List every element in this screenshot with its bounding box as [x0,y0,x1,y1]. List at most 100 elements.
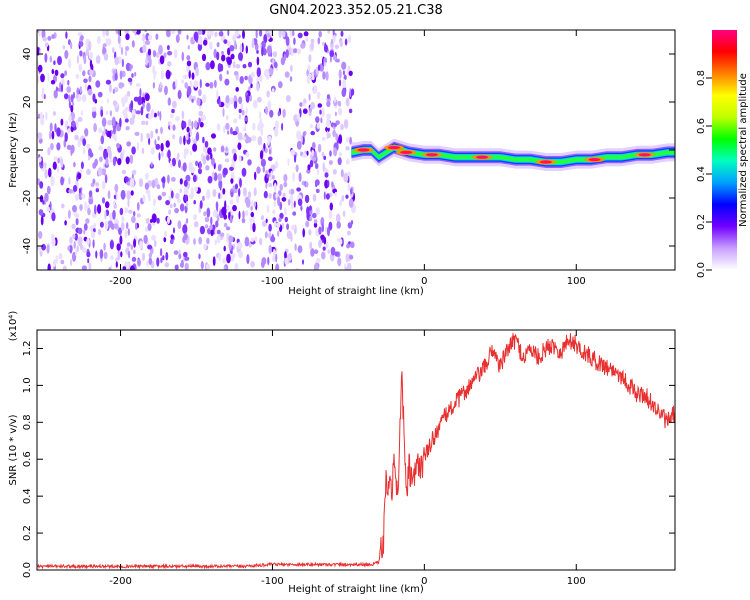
noise-cell [226,253,231,264]
noise-cell [300,205,303,212]
noise-cell [127,198,130,208]
noise-cell [166,30,171,38]
noise-cell [150,162,153,168]
noise-cell [346,262,352,270]
noise-cell [115,261,118,268]
noise-cell [304,194,310,204]
y-tick-label: -40 [22,238,33,254]
noise-cell [184,205,188,214]
noise-cell [131,256,137,262]
noise-cell [313,151,317,158]
snr-frame [36,329,676,571]
noise-cell [127,228,130,236]
noise-cell [113,194,116,200]
noise-cell [129,177,134,188]
noise-cell [198,236,203,245]
signal-hotspot [400,150,413,154]
noise-cell [232,188,238,194]
noise-cell [169,238,174,245]
signal-track [351,138,675,171]
noise-cell [66,86,72,93]
noise-cell [284,216,288,223]
noise-cell [177,89,182,100]
noise-cell [338,134,343,145]
noise-cell [119,117,122,128]
noise-cell [70,94,74,103]
noise-cell [223,125,226,134]
colorbar-label: Normalized spectral amplitude [738,73,749,227]
noise-cell [148,57,152,68]
noise-cell [107,119,113,126]
noise-cell [70,105,74,113]
noise-cell [292,30,295,37]
colorbar-tick-label: 0.8 [696,70,707,86]
noise-cell [325,193,330,200]
noise-cell [316,257,321,264]
noise-cell [254,236,258,242]
colorbar: 0.0 0.2 0.4 0.6 0.8 Normalized spectral ampl… [696,30,749,278]
y-tick-label: 0.0 [22,562,33,578]
noise-cell [174,207,180,214]
noise-cell [216,229,221,235]
noise-cell [336,221,342,229]
noise-cell [159,248,163,257]
noise-cell [229,166,234,171]
noise-cell [51,212,56,222]
x-tick-label: 0 [421,276,427,287]
spectrogram-x-ticks: -200 -100 0 100 [109,30,586,287]
noise-cell [317,37,321,45]
noise-cell [302,108,308,114]
noise-cell [130,100,134,110]
noise-cell [158,152,161,161]
noise-cell [155,52,160,58]
noise-cell [340,123,344,131]
noise-cell [309,205,312,211]
noise-cell [343,74,347,81]
noise-cell [316,123,321,129]
noise-cell [266,174,270,179]
noise-cell [58,253,63,260]
noise-cell [99,156,103,163]
noise-cell [198,117,201,125]
noise-cell [229,97,234,105]
noise-cell [227,130,230,135]
noise-cell [104,210,107,220]
noise-cell [229,215,233,224]
noise-cell [132,114,136,120]
noise-cell [178,249,181,255]
noise-cell [205,61,211,71]
noise-cell [223,222,228,228]
noise-cell [57,55,62,66]
noise-cell [54,69,59,77]
noise-cell [76,54,79,64]
noise-cell [245,45,248,54]
noise-cell [239,76,244,84]
noise-cell [116,143,120,149]
noise-cell [184,194,188,202]
noise-cell [296,48,301,55]
noise-cell [167,50,173,56]
noise-cell [171,176,176,182]
noise-cell [282,30,286,38]
noise-cell [188,69,191,79]
noise-cell [165,69,171,80]
noise-cell [349,254,354,260]
noise-cell [99,249,104,259]
noise-cell [318,240,322,249]
noise-cell [332,30,335,36]
noise-cell [95,250,98,259]
noise-cell [332,169,337,175]
noise-cell [50,79,56,85]
noise-cell [110,255,114,260]
noise-cell [263,190,268,199]
noise-cell [191,98,194,103]
noise-cell [311,212,317,219]
noise-cell [263,34,268,44]
noise-cell [39,181,44,189]
noise-cell [147,34,153,41]
noise-cell [157,195,162,201]
noise-cell [332,129,336,138]
noise-cell [97,91,103,98]
noise-cell [97,229,102,236]
noise-cell [268,182,273,188]
